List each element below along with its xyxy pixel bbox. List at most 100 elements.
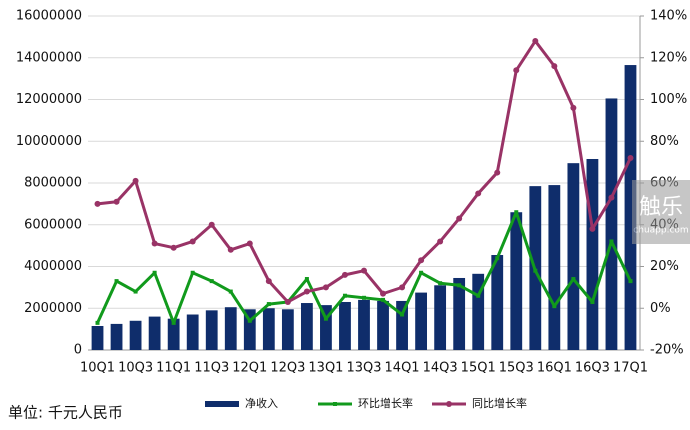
marker <box>170 244 177 251</box>
y2-tick-label: 20% <box>650 259 679 274</box>
marker <box>190 270 195 275</box>
y2-tick-label: 140% <box>650 9 687 24</box>
bar <box>262 308 275 350</box>
marker <box>208 221 215 228</box>
marker <box>151 240 158 247</box>
bar <box>586 158 599 350</box>
y2-tick-label: 80% <box>650 134 679 149</box>
marker <box>189 238 196 245</box>
marker <box>418 257 425 264</box>
marker <box>209 279 214 284</box>
marker <box>494 169 501 176</box>
marker <box>247 318 252 323</box>
marker <box>171 320 176 325</box>
marker <box>323 316 328 321</box>
marker <box>95 320 100 325</box>
y-tick-label: 12000000 <box>16 92 82 107</box>
marker <box>571 277 576 282</box>
marker <box>284 298 291 305</box>
bar <box>491 255 504 350</box>
marker <box>304 277 309 282</box>
legend-swatch <box>205 401 239 407</box>
marker <box>265 278 272 285</box>
marker <box>246 240 253 247</box>
marker <box>133 289 138 294</box>
marker <box>361 267 367 274</box>
y-tick-label: 0 <box>74 343 82 358</box>
marker <box>380 290 387 297</box>
marker <box>400 312 405 317</box>
watermark-url: chuapp.com <box>633 226 688 236</box>
marker <box>476 293 481 298</box>
x-tick-label: 11Q3 <box>194 361 229 376</box>
y2-tick-label: 100% <box>650 92 687 107</box>
y-tick-label: 6000000 <box>24 217 82 232</box>
watermark: 触乐 chuapp.com <box>632 180 690 244</box>
marker <box>513 67 520 74</box>
bar <box>453 277 466 350</box>
y-tick-label: 16000000 <box>16 9 82 24</box>
bar <box>605 98 618 350</box>
marker <box>113 198 120 205</box>
marker <box>608 194 615 201</box>
bar <box>110 323 123 350</box>
marker <box>532 38 539 45</box>
bar <box>224 307 237 350</box>
marker <box>627 154 634 161</box>
marker <box>437 238 444 245</box>
marker <box>514 210 519 215</box>
marker <box>322 284 329 291</box>
legend-marker <box>446 401 452 407</box>
marker <box>266 302 271 307</box>
y2-tick-label: -20% <box>650 343 684 358</box>
bar <box>434 285 447 350</box>
bar <box>91 325 104 350</box>
y-tick-label: 8000000 <box>24 176 82 191</box>
marker <box>609 239 614 244</box>
marker <box>227 246 234 253</box>
marker <box>132 177 139 184</box>
y-tick-label: 14000000 <box>16 50 82 65</box>
x-tick-label: 14Q3 <box>423 361 458 376</box>
x-tick-label: 12Q1 <box>232 361 267 376</box>
marker <box>589 225 596 232</box>
x-tick-label: 13Q1 <box>308 361 343 376</box>
x-tick-label: 17Q1 <box>613 361 648 376</box>
marker <box>362 295 366 300</box>
marker <box>570 104 577 111</box>
x-tick-label: 16Q1 <box>537 361 572 376</box>
bar <box>567 163 580 350</box>
marker <box>590 299 595 304</box>
y-tick-label: 4000000 <box>24 259 82 274</box>
bar <box>415 292 428 350</box>
bar <box>624 65 637 351</box>
marker <box>94 200 101 207</box>
x-tick-label: 11Q1 <box>156 361 191 376</box>
bar <box>396 300 408 350</box>
marker <box>533 268 538 273</box>
bar <box>148 316 161 350</box>
bar <box>339 301 351 350</box>
bar <box>243 309 256 350</box>
y2-tick-label: 120% <box>650 50 687 65</box>
watermark-title: 触乐 <box>639 195 683 220</box>
marker <box>399 284 406 291</box>
legend-label: 同比增长率 <box>472 396 527 410</box>
y2-tick-label: 0% <box>650 301 671 316</box>
marker <box>152 270 157 275</box>
marker <box>341 271 348 278</box>
bar <box>472 273 485 350</box>
legend-label: 环比增长率 <box>358 396 413 410</box>
unit-note: 单位: 千元人民币 <box>8 404 123 422</box>
y-tick-label: 10000000 <box>16 134 82 149</box>
marker <box>495 256 500 261</box>
x-tick-label: 13Q3 <box>346 361 381 376</box>
marker <box>552 304 557 309</box>
bar <box>186 314 199 350</box>
y-tick-label: 2000000 <box>24 301 82 316</box>
legend-marker <box>333 402 337 406</box>
marker <box>303 288 310 295</box>
bar <box>167 318 180 350</box>
